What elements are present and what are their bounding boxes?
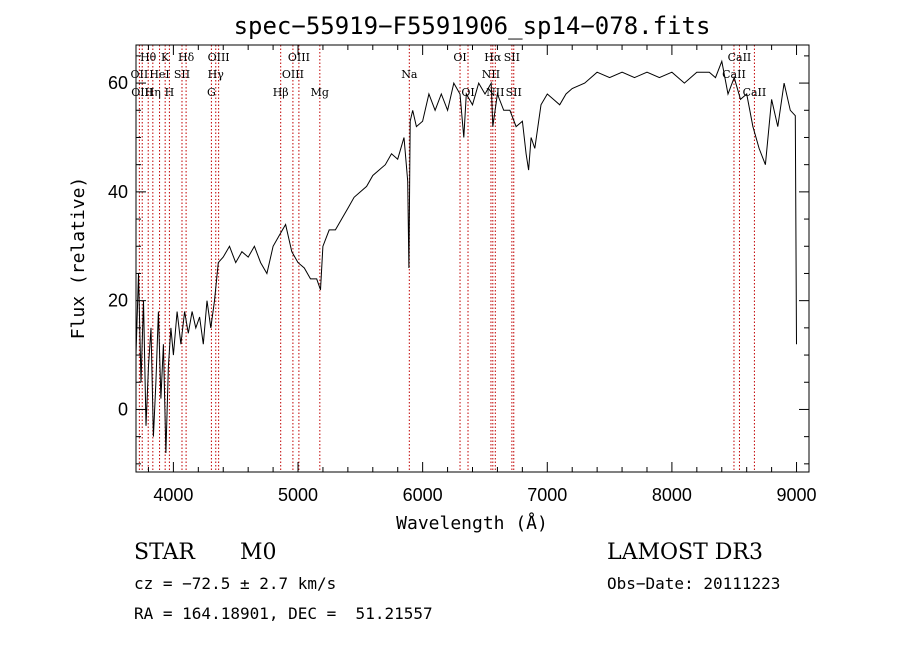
x-tick-label: 9000	[777, 485, 817, 505]
x-tick-label: 5000	[278, 485, 318, 505]
emission-line-label: Hη	[145, 86, 161, 99]
survey-name: LAMOST DR3	[607, 540, 763, 565]
x-tick-label: 4000	[153, 485, 193, 505]
emission-line-label: CaII	[728, 51, 752, 64]
y-tick-label: 40	[108, 182, 128, 202]
y-tick-label: 0	[118, 399, 128, 419]
observation-date: Obs−Date: 20111223	[607, 574, 781, 593]
emission-line-label: K	[161, 51, 170, 64]
y-tick-label: 20	[108, 291, 128, 311]
x-tick-label: 8000	[652, 485, 692, 505]
emission-line-label: Hβ	[273, 86, 289, 99]
x-tick-label: 6000	[403, 485, 443, 505]
y-tick-label: 60	[108, 73, 128, 93]
x-axis-label: Wavelength (Å)	[396, 512, 548, 534]
emission-line-label: Mg	[311, 86, 329, 99]
emission-line-label: SII	[504, 51, 520, 64]
x-tick-label: 7000	[527, 485, 567, 505]
plot-frame	[135, 44, 810, 473]
emission-line-label: OIII	[282, 68, 304, 81]
y-axis-label: Flux (relative)	[68, 177, 89, 340]
emission-line-label: OIII	[131, 86, 153, 99]
emission-line-label: Na	[401, 68, 418, 81]
y-axis: 0 20 40 60	[108, 55, 809, 465]
emission-line-labels: Hθ OII OIII K HeI Hη Hδ SII H OIII Hγ G OIII OIII Hβ Mg…	[131, 51, 767, 99]
emission-line-label: CaII	[722, 68, 746, 81]
object-subclass: M0	[240, 540, 277, 565]
emission-line-label: CaII	[743, 86, 767, 99]
emission-line-label: OIII	[288, 51, 310, 64]
x-axis: 4000 5000 6000 7000 8000 9000	[147, 45, 817, 505]
redshift-velocity: cz = −72.5 ± 2.7 km/s	[134, 574, 337, 593]
emission-line-label: Hδ	[178, 51, 195, 64]
emission-line-label: Hθ	[140, 51, 157, 64]
chart-title: spec−55919−F5591906_sp14−078.fits	[234, 12, 711, 40]
emission-line-label: G	[207, 86, 216, 99]
sky-coordinates: RA = 164.18901, DEC = 51.21557	[134, 604, 433, 623]
emission-line-label: SII	[174, 68, 190, 81]
emission-line-label: OII	[131, 68, 149, 81]
object-class: STAR	[134, 540, 195, 565]
emission-line-label: H	[165, 86, 175, 99]
emission-line-label: Hγ	[208, 68, 225, 81]
emission-line-label: OI	[453, 51, 466, 64]
emission-line-label: NII	[482, 68, 500, 81]
emission-line-label: HeI	[149, 68, 169, 81]
emission-line-label: OIII	[208, 51, 230, 64]
emission-line-label: NII	[486, 86, 504, 99]
emission-line-label: OI	[461, 86, 474, 99]
emission-line-label: Hα	[484, 51, 502, 64]
emission-line-label: SII	[506, 86, 522, 99]
flux-series-line	[135, 59, 797, 454]
